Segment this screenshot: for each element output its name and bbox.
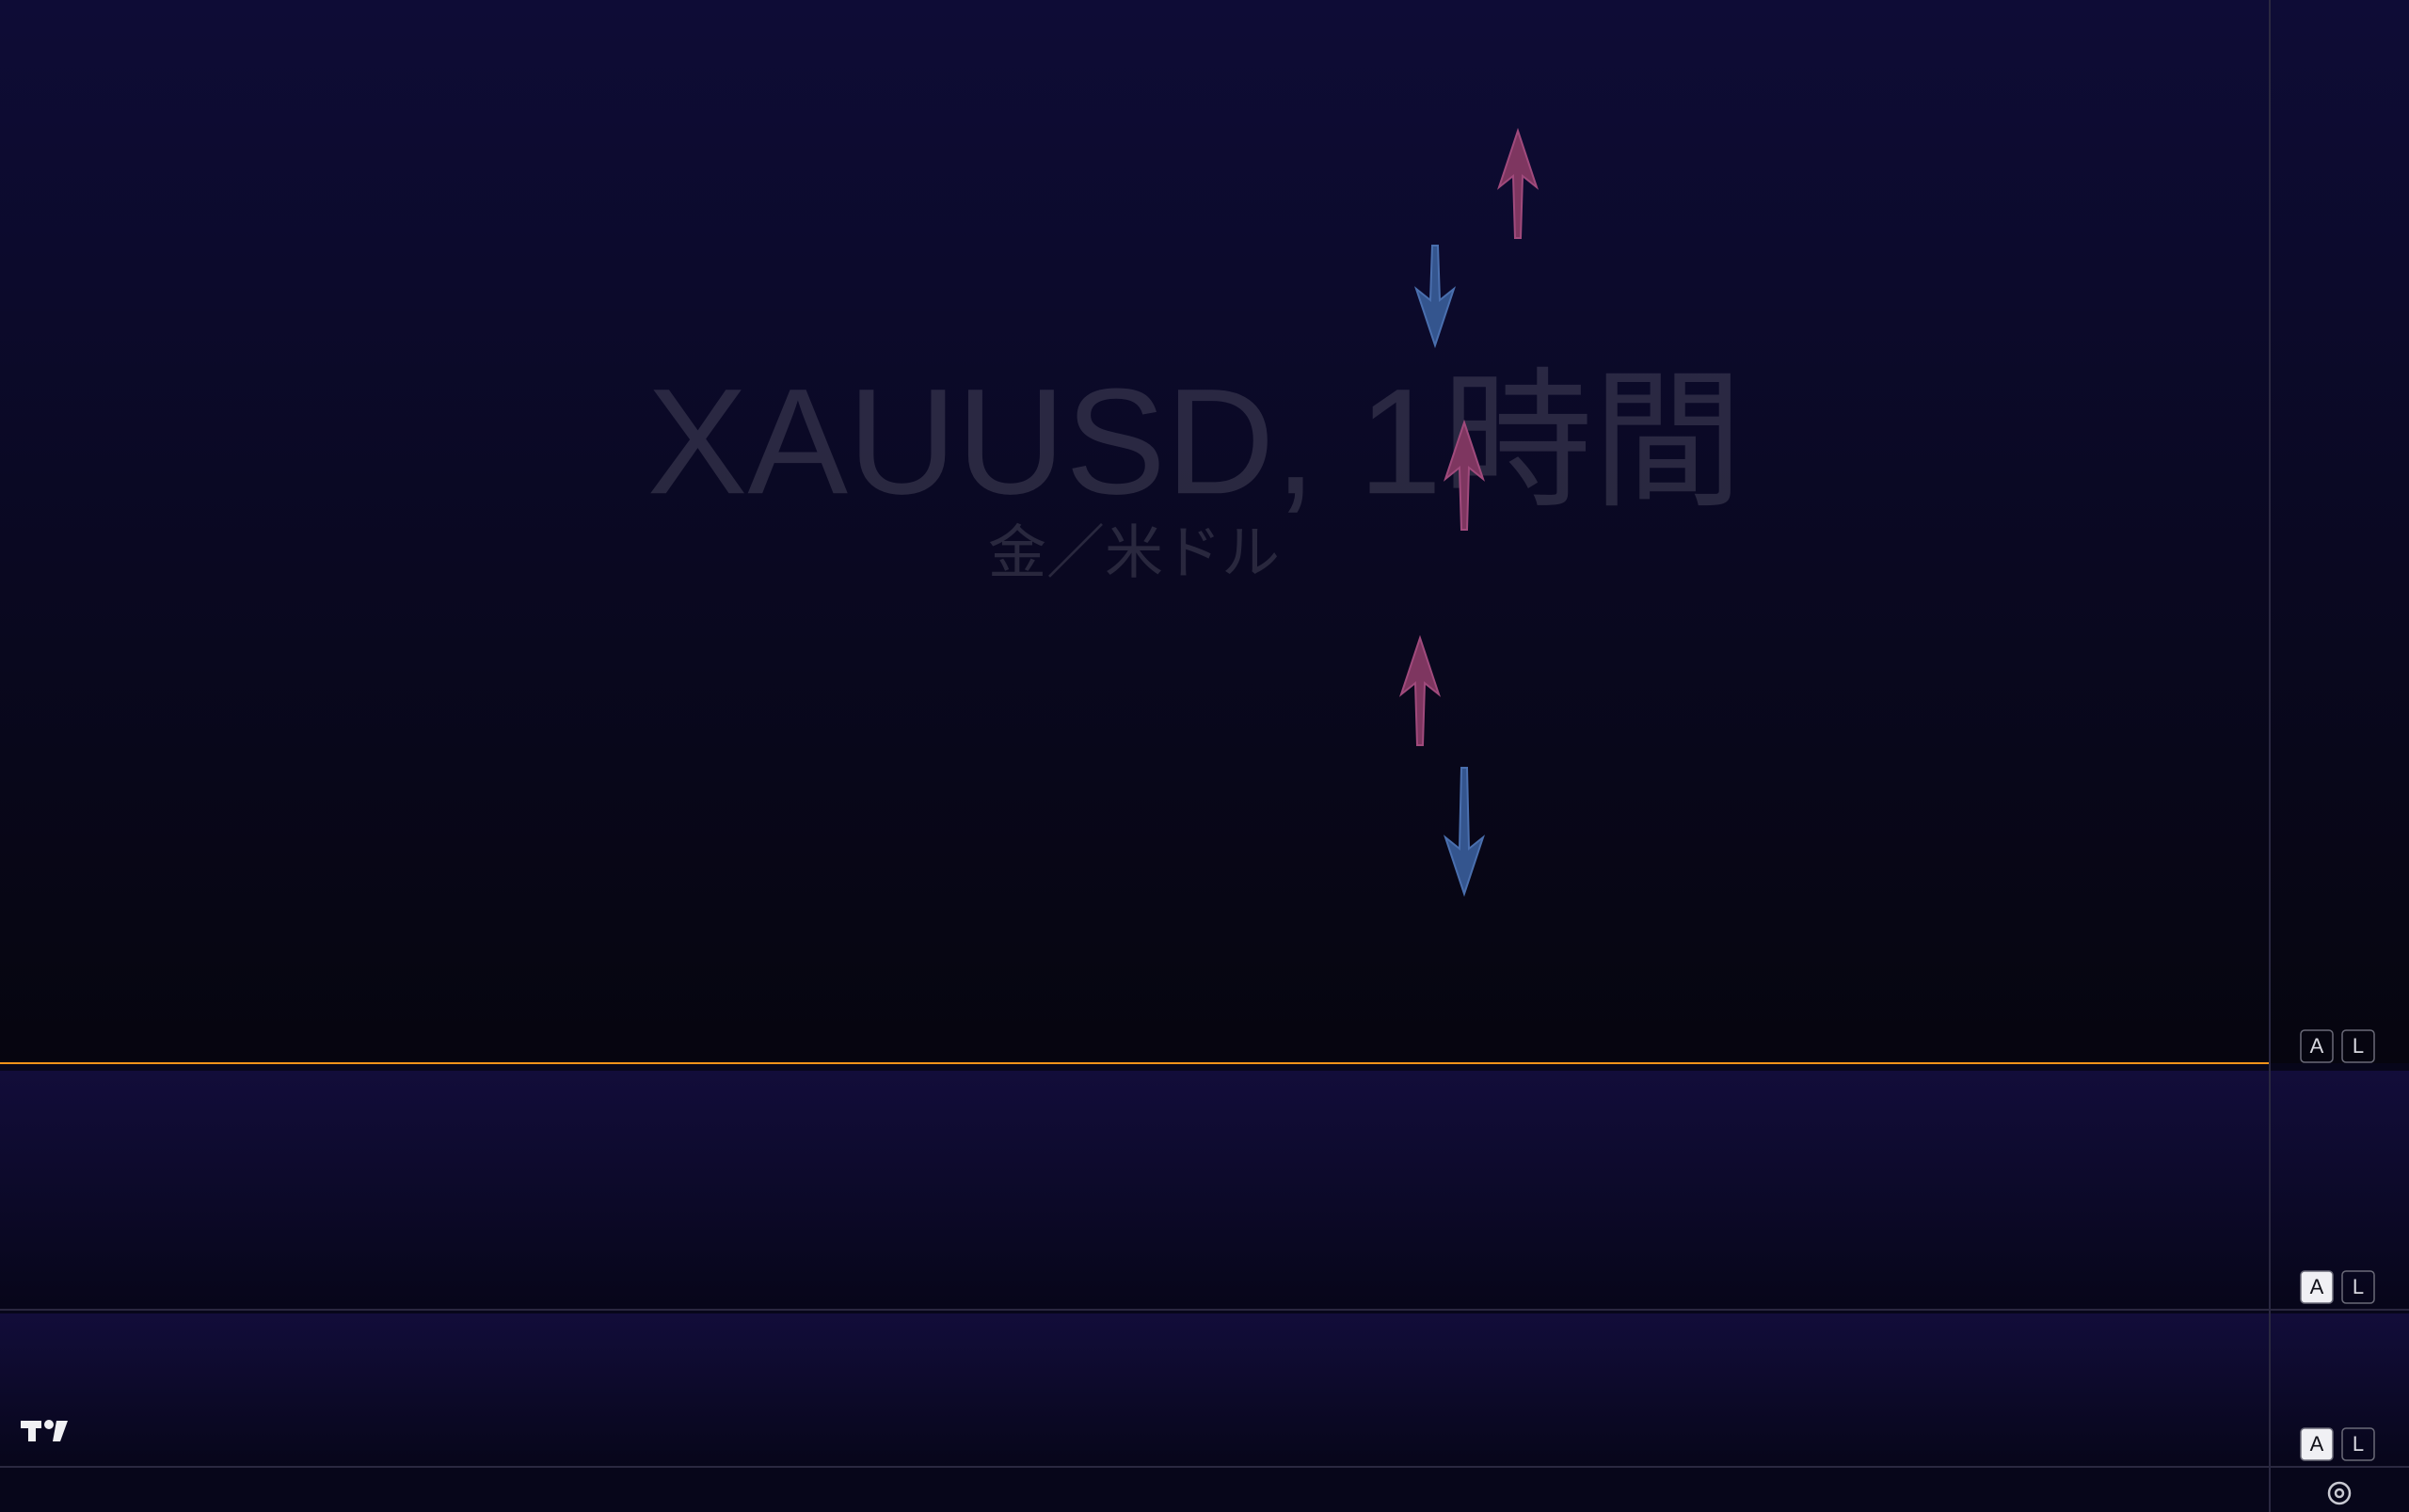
watermark-subtitle: 金／米ドル (988, 520, 1280, 585)
button-label: A (2310, 1034, 2324, 1058)
watermark-title: XAUUSD, 1時間 (647, 357, 1744, 525)
arrows (1398, 127, 1540, 898)
log-button[interactable]: L (2341, 1029, 2375, 1063)
gear-inner (2334, 1488, 2345, 1499)
button-label: L (2353, 1432, 2364, 1456)
gear-outer (2327, 1481, 2352, 1505)
price-pane (0, 0, 2409, 1063)
scale-buttons: A L A L A L (2300, 1029, 2375, 1461)
arrow-down (1443, 767, 1486, 898)
arrow-up (1496, 127, 1540, 239)
auto-button[interactable]: A (2300, 1029, 2334, 1063)
auto-button[interactable]: A (2300, 1270, 2334, 1304)
arrow-down (1413, 245, 1457, 349)
button-label: A (2310, 1432, 2324, 1456)
arrow-up (1398, 634, 1442, 746)
settings-icon[interactable] (2327, 1481, 2352, 1505)
macd-pane (0, 1313, 2409, 1467)
logo (21, 1420, 68, 1441)
logo-part (53, 1421, 68, 1441)
log-button[interactable]: L (2341, 1427, 2375, 1461)
button-label: A (2310, 1275, 2324, 1298)
watermark: XAUUSD, 1時間 金／米ドル (647, 357, 1744, 585)
auto-button[interactable]: A (2300, 1427, 2334, 1461)
logo-part (28, 1421, 36, 1441)
log-button[interactable]: L (2341, 1270, 2375, 1304)
button-label: L (2353, 1275, 2364, 1298)
time-axis (0, 1467, 2409, 1512)
stoch-pane (0, 1071, 2409, 1306)
button-label: L (2353, 1034, 2364, 1058)
logo-part (44, 1420, 54, 1429)
arrow-up (1443, 419, 1486, 531)
